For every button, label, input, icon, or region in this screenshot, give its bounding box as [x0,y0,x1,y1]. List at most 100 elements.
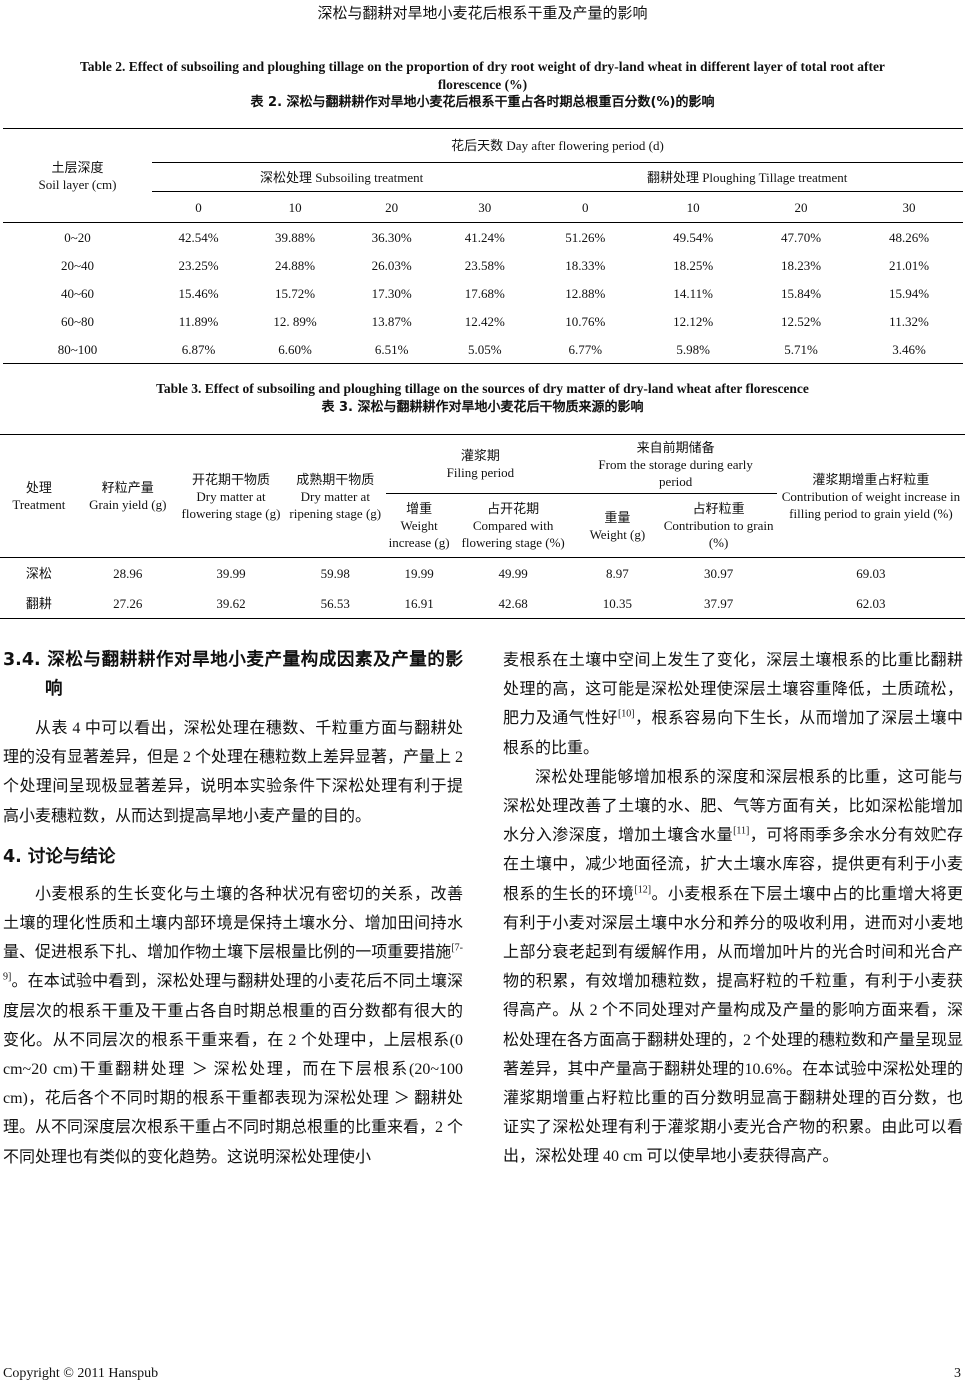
h-cn: 占籽粒重 [692,501,745,516]
soil-layer-cell: 80~100 [57,341,98,357]
value-cell: 48.26% [888,229,930,245]
h-en: Filing period [446,465,515,480]
h-en: Contribution of weight increase in filli… [781,488,961,521]
h-en: Grain yield (g) [89,497,167,512]
h-en: Weight (g) [589,526,646,542]
text-segment: ，根系容易向下生长，从而增加了深层土壤中根系的比重。 [503,710,963,757]
day-header: 20 [747,191,855,223]
value-cell: 18.23% [780,257,822,273]
value-cell: 5.98% [676,341,710,357]
text-segment: ，可将雨季多余水分有效贮存在土壤中，减少地面径流，扩大土壤水库容，提供更有利于小… [503,827,963,903]
table3: 处理 Treatment 籽粒产量 Grain yield (g) 开花期干物质 Dr… [0,434,965,619]
value-cell: 23.58% [464,257,505,273]
value-cell: 51.26% [565,229,606,245]
value-cell: 5.05% [467,341,502,357]
paragraph: 从表 4 中可以看出，深松处理在穗数、千粒重方面与翻耕处理的没有显著差异，但是 … [3,714,463,831]
day-header: 10 [245,191,346,223]
table2: 土层深度 Soil layer (cm) 花后天数 Day after flow… [3,128,963,364]
soil-layer-en: Soil layer (cm) [38,176,117,192]
citation: [11] [733,825,750,837]
h-cn: 成熟期干物质 [296,471,375,487]
paragraph: 麦根系在土壤中空间上发生了变化，深层土壤根系的比重比翻耕处理的高，这可能是深松处… [503,646,963,763]
table3-caption-en: Table 3. Effect of subsoiling and plough… [156,381,809,396]
running-head: 深松与翻耕对旱地小麦花后根系干重及产量的影响 [317,6,648,22]
table-row: 40~60 15.46% 15.72% 17.30% 17.68% 12.88% 14.11… [3,279,963,307]
paragraph: 深松处理能够增加根系的深度和深层根系的比重，这可能与深松处理改善了土壤的水、肥、… [503,763,963,1172]
h-cn: 灌浆期增重占籽粒重 [812,471,930,487]
value-cell: 42.54% [178,229,219,245]
value-cell: 12.88% [565,285,606,301]
table2-caption-en-line2: florescence (%) [437,77,528,92]
h-cn: 占开花期 [487,501,540,516]
value-cell: 12.42% [464,313,505,329]
h-en: From the storage during early period [598,456,753,489]
grain-yield-header: 籽粒产量 Grain yield (g) [77,434,178,558]
h-en: Weight increase (g) [388,518,450,550]
treatment-header: 处理 Treatment [0,434,78,558]
h-cn: 灌浆期 [460,448,500,463]
table-row: 20~40 23.25% 24.88% 26.03% 23.58% 18.33% 18.25… [3,251,963,279]
value-cell: 17.30% [371,285,412,301]
section-4-heading: 4. 讨论与结论 [3,846,116,867]
value-cell: 49.54% [673,229,714,245]
value-cell: 37.97 [703,595,734,611]
compared-flowering-header: 占开花期 Compared with flowering stage (%) [451,493,575,558]
text-segment: 。小麦根系在下层土壤中占的比重增大将更有利于小麦对深层土壤中水分和养分的吸收利用… [503,885,964,1166]
value-cell: 16.91 [404,595,434,611]
h-en: Dry matter at flowering stage (g) [181,488,281,521]
table2-caption-cn: 表 2. 深松与翻耕耕作对旱地小麦花后根系干重占各时期总根重百分数(%)的影响 [250,95,715,110]
right-column: 麦根系在土壤中空间上发生了变化，深层土壤根系的比重比翻耕处理的高，这可能是深松处… [503,646,963,1172]
citation: [10] [617,709,635,721]
value-cell: 19.99 [404,565,434,581]
value-cell: 69.03 [856,565,886,581]
day-header: 30 [854,191,963,223]
table3-caption-cn: 表 3. 深松与翻耕耕作对旱地小麦花后干物质来源的影响 [321,400,644,415]
soil-layer-cn: 土层深度 [51,159,104,175]
value-cell: 10.76% [565,313,606,329]
table-row: 80~100 6.87% 6.60% 6.51% 5.05% 6.77% 5.98% 5.71… [3,335,963,364]
soil-layer-cell: 0~20 [64,229,91,245]
period-header: 花后天数 Day after flowering period (d) [152,128,963,163]
h-cn: 处理 [25,480,52,495]
subsoiling-header: 深松处理 Subsoiling treatment [152,162,532,192]
table-row: 0~20 42.54% 39.88% 36.30% 41.24% 51.26% 49.54%… [3,223,963,252]
table-row: 深松 28.96 39.99 59.98 19.99 49.99 8.97 30.97 69.0… [0,558,965,589]
table-row: 翻耕 27.26 39.62 56.53 16.91 42.68 10.35 37.97 62.… [0,588,965,619]
h-cn: 籽粒产量 [101,480,154,495]
text-segment: 。在本试验中看到，深松处理与翻耕处理的小麦花后不同土壤深度层次的根系干重及干重占… [3,973,464,1166]
value-cell: 6.60% [278,341,312,357]
section-3-4-heading: 3.4. 深松与翻耕耕作对旱地小麦产量构成因素及产量的影响 [3,650,463,699]
text-segment: 从表 4 中可以看出，深松处理在穗数、千粒重方面与翻耕处理的没有显著差异，但是 … [3,720,464,825]
value-cell: 27.26 [113,595,143,611]
value-cell: 5.71% [784,341,818,357]
value-cell: 56.53 [320,595,350,611]
value-cell: 6.87% [181,341,216,357]
value-cell: 11.89% [178,313,219,329]
text-segment: 小麦根系的生长变化与土壤的各种状况有密切的关系，改善土壤的理化性质和土壤内部环境… [3,885,463,962]
value-cell: 15.94% [888,285,930,301]
filling-period-header: 灌浆期 Filing period [386,434,575,494]
value-cell: 21.01% [888,257,930,273]
value-cell: 18.25% [673,257,714,273]
copyright: Copyright © 2011 Hanspub [3,1366,159,1381]
flowering-dm-header: 开花期干物质 Dry matter at flowering stage (g) [177,434,285,558]
storage-header: 来自前期储备 From the storage during early peri… [574,434,777,494]
citation: [12] [634,884,652,896]
treatment-cell: 翻耕 [25,595,52,611]
value-cell: 3.46% [892,341,926,357]
value-cell: 18.33% [565,257,606,273]
value-cell: 14.11% [673,285,713,301]
citation: [7-9] [3,942,463,984]
value-cell: 39.62 [216,595,246,611]
value-cell: 17.68% [464,285,505,301]
h-cn: 开花期干物质 [192,471,271,487]
value-cell: 24.88% [275,257,316,273]
soil-layer-cell: 60~80 [60,313,95,329]
treatment-cell: 深松 [25,565,52,581]
value-cell: 15.84% [780,285,822,301]
value-cell: 49.99 [498,565,528,581]
day-header: 20 [345,191,439,223]
day-header: 30 [438,191,532,223]
h-en: Dry matter at ripening stage (g) [289,488,382,521]
value-cell: 8.97 [606,565,629,581]
